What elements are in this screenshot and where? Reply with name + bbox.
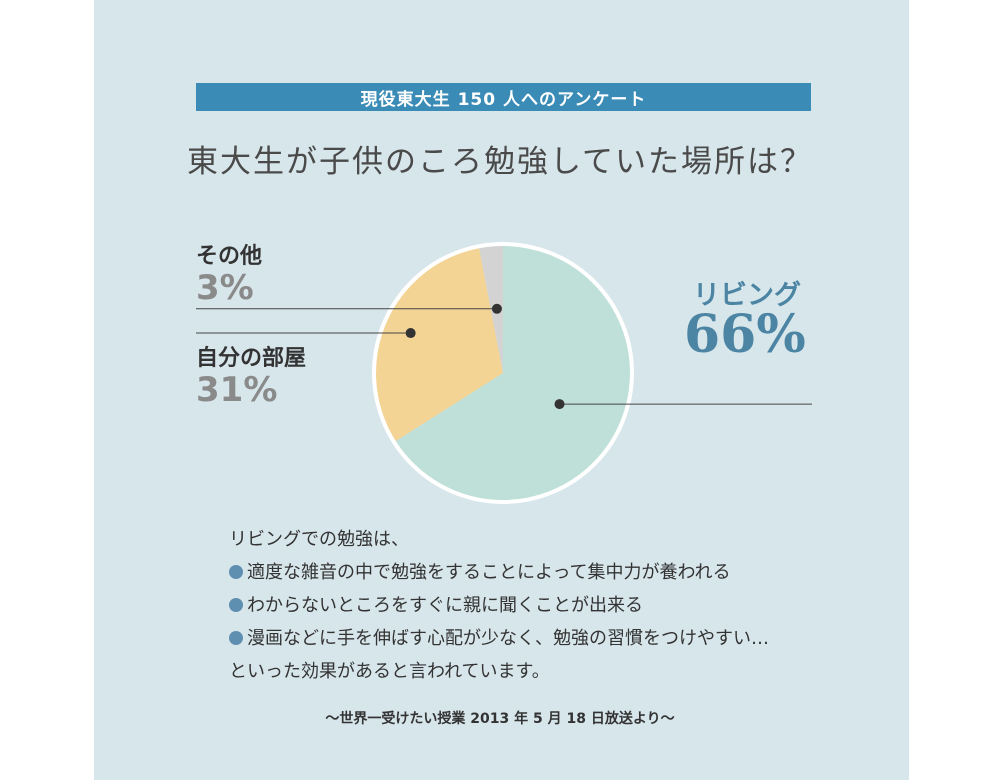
leader-living-dot [554, 399, 565, 410]
bullet-text: わからないところをすぐに親に聞くことが出来る [247, 595, 643, 616]
notes-bullet-item: 漫画などに手を伸ばす心配が少なく、勉強の習慣をつけやすい… [229, 622, 829, 655]
notes-bullet-item: わからないところをすぐに親に聞くことが出来る [229, 589, 829, 622]
source-note: 〜世界一受けたい授業 2013 年 5 月 18 日放送より〜 [325, 711, 675, 727]
bullet-text: 漫画などに手を伸ばす心配が少なく、勉強の習慣をつけやすい… [247, 628, 769, 649]
label-other-name: その他 [196, 244, 263, 269]
leader-lines [196, 303, 812, 410]
label-living-name: リビング [693, 280, 801, 311]
bullet-icon [229, 631, 243, 645]
notes-closing: といった効果があると言われています。 [229, 661, 550, 682]
label-room-name: 自分の部屋 [196, 346, 307, 371]
label-living-pct: 66% [684, 304, 806, 365]
slice-own-room [373, 246, 503, 443]
survey-banner: 現役東大生 150 人へのアンケート [196, 83, 811, 111]
bullet-text: 適度な雑音の中で勉強をすることによって集中力が養われる [247, 562, 731, 583]
bullet-icon [229, 565, 243, 579]
bullet-icon [229, 598, 243, 612]
pie-slices [372, 242, 634, 504]
notes: リビングでの勉強は、 適度な雑音の中で勉強をすることによって集中力が養われる わ… [229, 523, 829, 688]
slice-living [394, 244, 632, 502]
label-room-pct: 31% [196, 370, 278, 410]
leader-other-dot [491, 303, 502, 314]
label-other-pct: 3% [196, 268, 254, 308]
pie-outline [372, 242, 634, 504]
notes-intro: リビングでの勉強は、 [229, 529, 409, 550]
notes-bullet-item: 適度な雑音の中で勉強をすることによって集中力が養われる [229, 556, 829, 589]
question-title: 東大生が子供のころ勉強していた場所は？ [186, 144, 814, 180]
leader-own-room-dot [405, 328, 416, 339]
